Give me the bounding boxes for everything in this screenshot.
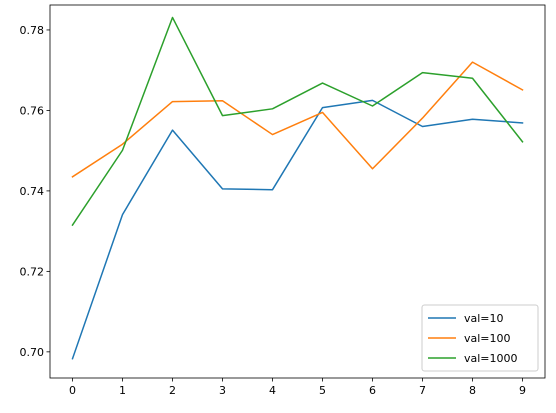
series-line-3 bbox=[71, 16, 524, 227]
y-tick-label: 0.78 bbox=[20, 24, 45, 37]
y-tick-label: 0.76 bbox=[20, 104, 45, 117]
series-line-2 bbox=[71, 61, 524, 178]
legend-label-2: val=100 bbox=[464, 332, 511, 345]
y-tick-label: 0.70 bbox=[20, 346, 45, 359]
y-tick-label: 0.72 bbox=[20, 265, 45, 278]
x-tick-label: 0 bbox=[69, 384, 76, 397]
axes-frame bbox=[49, 4, 546, 379]
legend-box bbox=[421, 304, 539, 372]
x-tick-label: 8 bbox=[469, 384, 476, 397]
series-lines bbox=[71, 16, 524, 360]
axes bbox=[49, 4, 546, 379]
x-tick-label: 4 bbox=[269, 384, 276, 397]
x-tick-label: 3 bbox=[219, 384, 226, 397]
x-tick-label: 1 bbox=[119, 384, 126, 397]
x-tick-label: 5 bbox=[319, 384, 326, 397]
x-tick-label: 2 bbox=[169, 384, 176, 397]
x-tick-label: 6 bbox=[369, 384, 376, 397]
y-tick-label: 0.74 bbox=[20, 185, 45, 198]
y-axis-ticks: 0.70 0.72 0.74 0.76 0.78 bbox=[20, 24, 50, 359]
x-axis-ticks: 0 1 2 3 4 5 6 7 8 9 bbox=[69, 378, 526, 397]
series-line-1 bbox=[71, 99, 524, 360]
legend-label-3: val=1000 bbox=[464, 352, 518, 365]
x-tick-label: 7 bbox=[419, 384, 426, 397]
x-tick-label: 9 bbox=[519, 384, 526, 397]
legend: val=10 val=100 val=1000 bbox=[421, 304, 539, 372]
legend-label-1: val=10 bbox=[464, 312, 504, 325]
